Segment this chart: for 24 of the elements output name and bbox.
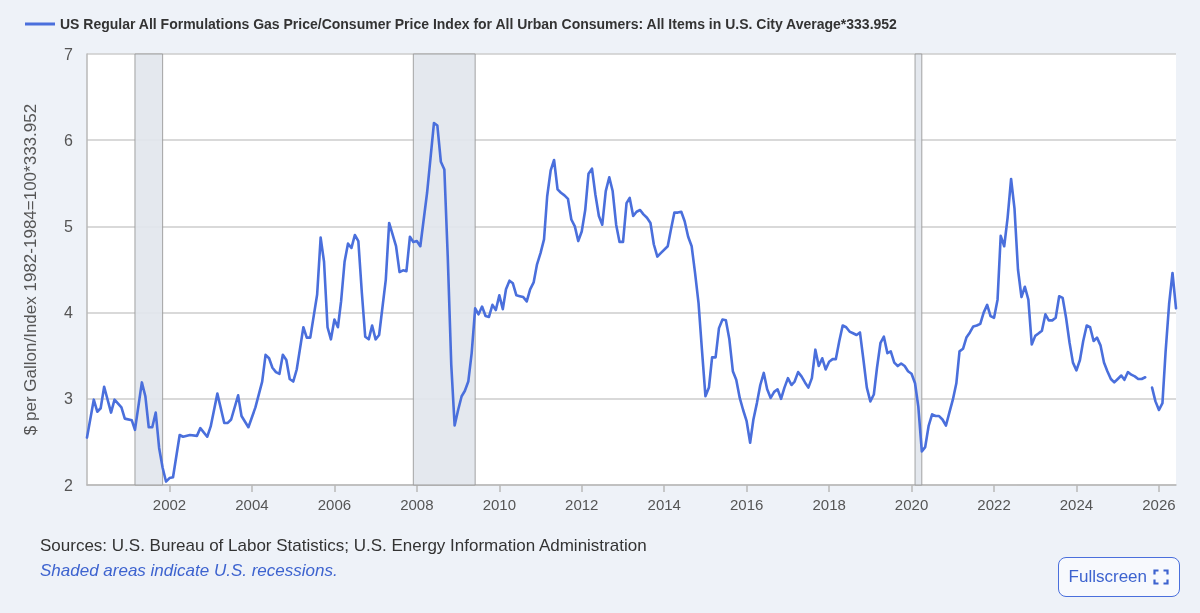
y-tick-label: 5 — [64, 217, 74, 235]
x-tick-label: 2006 — [317, 496, 352, 513]
x-tick-label: 2002 — [152, 496, 187, 513]
x-tick-label: 2022 — [977, 496, 1011, 513]
x-tick-label: 2010 — [482, 496, 517, 513]
x-tick-label: 2012 — [565, 496, 599, 513]
y-tick-label: 2 — [64, 476, 74, 494]
x-tick-label: 2014 — [647, 496, 681, 513]
x-tick-label: 2026 — [1142, 496, 1176, 513]
x-tick-label: 2016 — [729, 496, 764, 513]
y-tick-label: 3 — [64, 390, 74, 408]
y-axis-title: $ per Gallon/Index 1982-1984=100*333.952 — [21, 103, 40, 436]
y-tick-label: 6 — [64, 131, 74, 149]
x-tick-label: 2004 — [235, 496, 269, 513]
text: Shaded areas indicate U.S. recessions. — [40, 561, 338, 580]
x-tick-label: 2008 — [400, 496, 434, 513]
legend-label: US Regular All Formulations Gas Price/Consumer Price Index for All Urban Consumers: All Items in U.S. City Average*333.952 — [60, 16, 898, 32]
y-tick-label: 4 — [64, 304, 74, 322]
x-tick-label: 2018 — [812, 496, 846, 513]
x-tick-label: 2024 — [1059, 496, 1094, 513]
x-tick-label: 2020 — [894, 496, 929, 513]
fullscreen-button: Fullscreen — [1057, 557, 1180, 597]
source-note: Sources: U.S. Bureau of Labor Statistics; U.S. Energy Information Administration — [40, 536, 647, 555]
y-tick-label: 7 — [64, 45, 74, 63]
